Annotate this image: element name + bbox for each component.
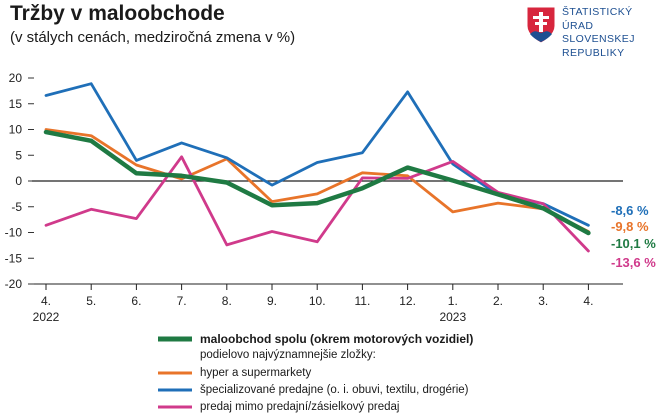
x-tick-label: 12. [399, 294, 416, 308]
logo-line: REPUBLIKY [562, 46, 625, 59]
x-tick-label: 2. [493, 294, 503, 308]
y-tick-label: 15 [9, 97, 23, 111]
chart-subtitle: (v stálych cenách, medziročná zmena v %) [10, 29, 296, 46]
legend-label: maloobchod spolu (okrem motorových vozid… [200, 331, 474, 346]
logo-line: ÚRAD [562, 19, 594, 32]
legend-item-total: maloobchod spolu (okrem motorových vozid… [158, 330, 473, 347]
x-tick-label: 6. [131, 294, 141, 308]
end-value-label: -8,6 % [611, 203, 649, 218]
legend-note: podielovo najvýznamnejšie zložky: [200, 349, 376, 361]
x-tick-label: 7. [177, 294, 187, 308]
x-tick-label: 10. [309, 294, 326, 308]
y-tick-label: -5 [11, 200, 22, 214]
shield-emblem-icon [526, 6, 556, 44]
legend-item-mail-order: predaj mimo predajní/zásielkový predaj [158, 398, 473, 415]
logo-line: SLOVENSKEJ [562, 33, 635, 45]
series-line [43, 129, 591, 236]
statistical-office-logo: ŠTATISTICKÝ ÚRAD SLOVENSKEJ REPUBLIKY [526, 6, 656, 70]
line-chart: 20 15 10 5 0 -5 -10 -15 -20 4. 5. 6. 7. 8. 9. 10. 11. 12.… [5, 71, 657, 324]
x-tick-label: 4. [41, 294, 51, 308]
chart-title: Tržby v maloobchode [10, 2, 225, 25]
legend-label: predaj mimo predajní/zásielkový predaj [200, 400, 400, 413]
x-tick-label: 5. [86, 294, 96, 308]
y-tick-label: 20 [9, 71, 23, 85]
legend-label: hyper a supermarkety [200, 366, 312, 379]
y-tick-label: -20 [5, 277, 23, 291]
logo-text: ŠTATISTICKÝ ÚRAD SLOVENSKEJ REPUBLIKY [562, 6, 635, 60]
legend-label: špecializované predajne (o. i. obuvi, te… [200, 383, 469, 396]
series-line [44, 128, 590, 233]
legend: maloobchod spolu (okrem motorových vozid… [158, 330, 473, 415]
x-tick-label: 9. [267, 294, 277, 308]
y-tick-label: -15 [5, 251, 23, 265]
x-year-label: 2022 [33, 310, 60, 324]
y-tick-label: 5 [15, 148, 22, 162]
x-tick-label: 11. [355, 294, 371, 308]
legend-item-hyper: hyper a supermarkety [158, 364, 473, 381]
y-tick-label: 0 [15, 174, 22, 188]
x-tick-label: 8. [222, 294, 232, 308]
logo-line: ŠTATISTICKÝ [562, 6, 633, 18]
end-value-label: -13,6 % [611, 255, 656, 270]
x-tick-label: 1. [448, 294, 458, 308]
x-year-label: 2023 [439, 310, 466, 324]
x-tick-label: 3. [538, 294, 548, 308]
x-tick-label: 4. [583, 294, 593, 308]
end-value-label: -9,8 % [611, 219, 649, 234]
y-tick-label: -10 [5, 226, 23, 240]
y-tick-label: 10 [9, 123, 23, 137]
legend-item-specialized: špecializované predajne (o. i. obuvi, te… [158, 381, 473, 398]
end-value-label: -10,1 % [611, 236, 656, 251]
